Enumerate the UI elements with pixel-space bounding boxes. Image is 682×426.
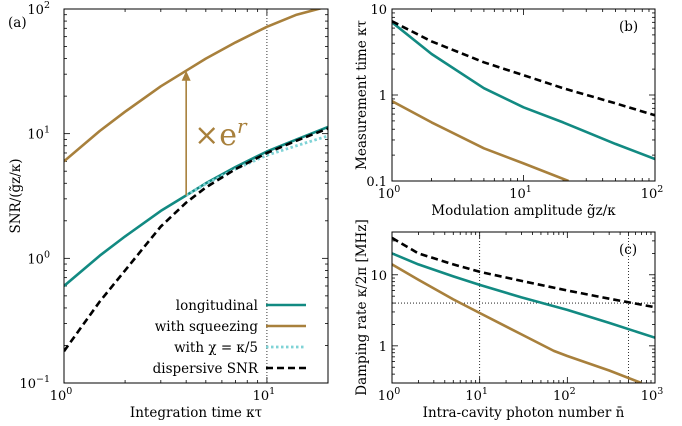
x-tick-label: 101 bbox=[253, 386, 276, 404]
y-tick-label: 100 bbox=[27, 249, 50, 267]
scaling-annotation: ×er bbox=[194, 114, 248, 153]
panel-label-b: (b) bbox=[619, 19, 638, 35]
y-axis-label-c: Damping rate κ/2π [MHz] bbox=[354, 219, 370, 395]
series-line-b-1 bbox=[392, 99, 569, 181]
x-tick-label: 100 bbox=[378, 386, 401, 404]
y-tick-label: 1 bbox=[379, 89, 387, 104]
x-tick-label: 102 bbox=[641, 184, 664, 202]
x-tick-label: 101 bbox=[509, 184, 532, 202]
x-axis-label-c: Intra-cavity photon number n̄ bbox=[423, 405, 625, 421]
series-line-a-with- bbox=[185, 134, 328, 197]
y-tick-label: 1 bbox=[379, 340, 387, 355]
series-line-c-0 bbox=[392, 252, 655, 339]
axes-frame-b bbox=[391, 8, 656, 182]
scaling-arrow-head bbox=[181, 70, 191, 81]
y-tick-label: 10 bbox=[370, 3, 387, 18]
series-line-a-dispersive-snr bbox=[64, 127, 328, 352]
y-axis-label-a: SNR/(g̃z/κ) bbox=[8, 158, 24, 233]
legend-label: with squeezing bbox=[155, 319, 259, 335]
axes-frame-a bbox=[63, 8, 329, 384]
x-tick-label: 103 bbox=[641, 386, 664, 404]
panel-c: 100 101 102 103 1 10 Intra-cavity photon numbe… bbox=[354, 219, 663, 421]
series-line-a-with-squeezing bbox=[64, 9, 324, 163]
x-tick-label: 101 bbox=[465, 386, 488, 404]
y-tick-label: 10−1 bbox=[19, 374, 50, 392]
axes-frame-c bbox=[391, 231, 656, 384]
y-tick-label: 10 bbox=[370, 269, 387, 284]
legend-label: longitudinal bbox=[176, 298, 258, 314]
series-line-c-2 bbox=[392, 236, 655, 309]
y-tick-label: 0.1 bbox=[366, 175, 387, 190]
legend-label: dispersive SNR bbox=[153, 361, 259, 377]
panel-label-a: (a) bbox=[8, 15, 27, 31]
legend: longitudinal with squeezing with χ = κ/5 di… bbox=[153, 298, 306, 377]
x-tick-label: 100 bbox=[378, 184, 401, 202]
x-axis-label-b: Modulation amplitude g̃z/κ bbox=[431, 203, 616, 219]
x-axis-label-a: Integration time κτ bbox=[130, 405, 262, 421]
y-axis-label-b: Measurement time κτ bbox=[354, 20, 370, 170]
y-tick-label: 102 bbox=[27, 0, 50, 18]
x-tick-label: 100 bbox=[50, 386, 73, 404]
series-line-c-1 bbox=[392, 263, 642, 383]
panel-label-c: (c) bbox=[619, 242, 637, 258]
legend-label: with χ = κ/5 bbox=[174, 340, 258, 356]
panel-b: 100 101 102 0.1 1 10 Modulation amplitude g̃z/… bbox=[354, 3, 663, 219]
x-tick-label: 102 bbox=[553, 386, 576, 404]
y-tick-label: 101 bbox=[27, 125, 50, 143]
series-line-b-2 bbox=[392, 20, 655, 117]
series-line-b-0 bbox=[392, 21, 655, 161]
